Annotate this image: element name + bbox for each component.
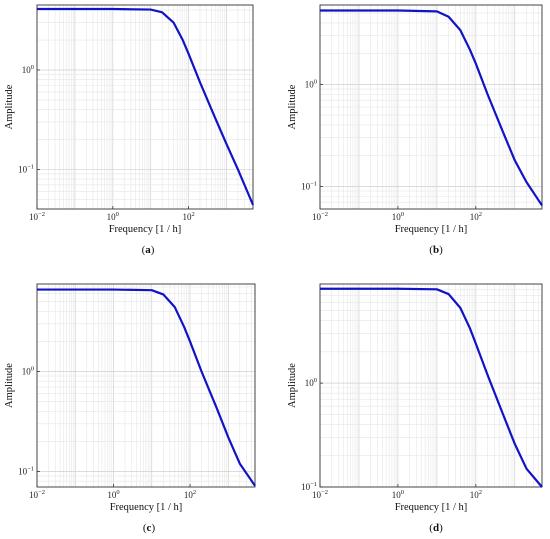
- x-tick-label: 100: [107, 211, 119, 222]
- grid: [319, 4, 543, 210]
- x-tick-label: 100: [107, 489, 119, 500]
- series-line: [320, 287, 543, 488]
- y-tick-label: 100: [305, 377, 317, 388]
- grid: [319, 283, 543, 488]
- chart-panel: 10−2 100 102 10−1 100 Frequency [1 / h] Amplit…: [287, 283, 543, 534]
- panel-label: (d): [429, 522, 443, 534]
- y-tick-label: 10−1: [301, 481, 317, 492]
- x-tick-label: 10−2: [312, 211, 328, 222]
- chart-panel: 10−2 100 102 10−1 100 Frequency [1 / h] Amplit…: [4, 283, 256, 534]
- plot-frame: [36, 283, 256, 488]
- x-tick-label: 100: [392, 489, 404, 500]
- panel-label: (a): [142, 244, 155, 256]
- y-tick-label: 100: [22, 64, 34, 75]
- y-axis-label: Amplitude: [4, 84, 15, 129]
- x-tick-label: 100: [392, 211, 404, 222]
- y-tick-label: 100: [22, 366, 34, 377]
- series-line: [37, 7, 255, 206]
- y-tick-label: 10−1: [301, 180, 317, 191]
- panel-label: (c): [143, 522, 156, 534]
- y-axis-label: Amplitude: [287, 84, 298, 129]
- x-axis-label: Frequency [1 / h]: [395, 224, 468, 235]
- x-tick-label: 102: [470, 211, 482, 222]
- x-tick-label: 102: [470, 489, 482, 500]
- plot-frame: [36, 4, 254, 210]
- y-axis-label: Amplitude: [287, 363, 298, 408]
- x-tick-label: 10−2: [29, 489, 45, 500]
- y-tick-label: 10−1: [18, 466, 34, 477]
- plot-frame: [319, 4, 543, 210]
- x-tick-label: 10−2: [312, 489, 328, 500]
- y-tick-label: 100: [305, 78, 317, 89]
- x-axis-label: Frequency [1 / h]: [109, 224, 182, 235]
- x-tick-label: 102: [182, 211, 194, 222]
- x-axis-label: Frequency [1 / h]: [395, 502, 468, 513]
- x-axis-label: Frequency [1 / h]: [110, 502, 183, 513]
- grid: [36, 5, 254, 210]
- series-line: [37, 288, 256, 487]
- y-tick-label: 10−1: [18, 163, 34, 174]
- grid: [36, 284, 256, 488]
- series-line: [320, 9, 543, 207]
- x-tick-label: 10−2: [29, 211, 45, 222]
- x-tick-label: 102: [184, 489, 196, 500]
- panel-label: (b): [429, 244, 443, 256]
- chart-panel: 10−2 100 102 10−1 100 Frequency [1 / h] Amplit…: [287, 4, 543, 256]
- plot-frame: [319, 283, 543, 488]
- y-axis-label: Amplitude: [4, 363, 15, 408]
- chart-panel: 10−2 100 102 10−1 100 Frequency [1 / h] Amplit…: [4, 4, 255, 256]
